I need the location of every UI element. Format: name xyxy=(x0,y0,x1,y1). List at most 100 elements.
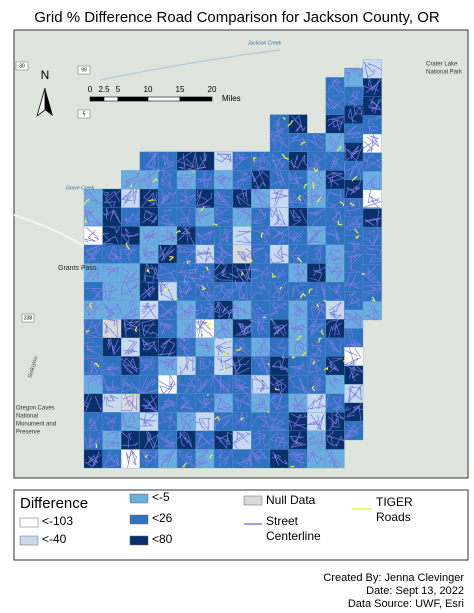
street-centerline xyxy=(121,412,141,431)
street-centerline xyxy=(232,171,252,190)
shield-label: 39 xyxy=(19,63,25,69)
tiger-road xyxy=(311,385,316,392)
street-centerline xyxy=(103,319,119,338)
street-centerline xyxy=(103,190,121,208)
street-centerline xyxy=(347,384,363,403)
tiger-road xyxy=(267,410,269,414)
legend-swatch xyxy=(19,517,39,528)
grid-cell xyxy=(344,105,364,124)
street-centerline xyxy=(195,418,212,431)
grid-cell xyxy=(344,216,364,236)
street-centerline xyxy=(122,172,140,188)
street-centerline xyxy=(143,262,159,282)
street-centerline xyxy=(289,209,307,226)
tiger-road xyxy=(213,223,218,226)
grid-cell xyxy=(251,412,271,431)
tiger-road xyxy=(95,443,98,449)
credit-text: Date: Sept 13, 2022 xyxy=(366,585,464,597)
street-centerline xyxy=(144,151,159,172)
tiger-road xyxy=(339,201,345,207)
street-centerline xyxy=(196,338,212,353)
street-centerline xyxy=(307,431,327,449)
street-centerline xyxy=(271,451,288,466)
street-centerline xyxy=(196,170,212,188)
grid-cell xyxy=(362,59,382,79)
scale-label: 2.5 xyxy=(98,85,110,94)
street-centerline xyxy=(327,151,343,171)
street-centerline xyxy=(309,283,326,299)
street-centerline xyxy=(344,161,364,180)
tiger-road xyxy=(371,296,376,302)
street-centerline xyxy=(325,449,341,468)
highway-shield xyxy=(77,109,91,119)
street-centerline xyxy=(270,170,287,188)
tiger-road xyxy=(144,454,148,458)
credit-text: Created By: Jenna Clevinger xyxy=(323,572,464,584)
tiger-road xyxy=(355,234,361,240)
street-centerline xyxy=(235,188,251,207)
street-centerline xyxy=(252,357,270,375)
legend-swatch xyxy=(129,514,149,525)
tiger-road xyxy=(186,260,191,265)
street-centerline xyxy=(307,208,326,227)
street-centerline xyxy=(363,189,382,209)
legend-label: Centerline xyxy=(266,529,321,543)
legend: Difference <-103 <-40 <-5 <26 <80 Null Data Str… xyxy=(19,490,413,546)
street-centerline xyxy=(308,170,326,189)
tiger-road xyxy=(324,366,329,371)
tiger-road xyxy=(94,362,100,368)
street-centerline xyxy=(85,287,103,301)
street-centerline xyxy=(345,253,363,273)
street-centerline xyxy=(364,175,380,191)
grid-cell xyxy=(83,226,103,245)
street-centerline xyxy=(120,188,138,206)
tiger-road xyxy=(361,272,365,275)
street-centerline xyxy=(364,209,382,227)
street-centerline xyxy=(307,376,325,394)
legend-label: Street xyxy=(266,514,299,528)
tiger-road xyxy=(312,181,315,189)
grid-cell xyxy=(325,133,345,152)
street-centerline xyxy=(271,227,289,245)
street-centerline xyxy=(214,375,231,394)
tiger-road xyxy=(296,257,303,263)
street-centerline xyxy=(325,172,346,188)
grid-cell xyxy=(288,281,308,301)
tiger-road xyxy=(351,176,358,182)
street-centerline xyxy=(194,432,215,449)
street-centerline xyxy=(289,245,307,264)
street-centerline xyxy=(102,431,121,448)
street-centerline xyxy=(235,322,252,337)
street-centerline xyxy=(346,365,364,382)
street-centerline xyxy=(344,238,362,254)
grid-cell xyxy=(214,263,233,283)
legend-label: Roads xyxy=(376,510,411,524)
place-label: National Park xyxy=(426,70,463,76)
street-centerline xyxy=(213,208,233,226)
street-centerline xyxy=(233,431,251,450)
tiger-road xyxy=(342,355,349,362)
tiger-road xyxy=(224,350,229,356)
street-centerline xyxy=(326,248,343,263)
street-centerline xyxy=(231,337,251,356)
scale-segment xyxy=(117,96,149,102)
street-centerline xyxy=(121,300,140,319)
tiger-road xyxy=(134,326,138,333)
street-centerline xyxy=(144,431,159,450)
grid-cell xyxy=(195,244,215,264)
street-centerline xyxy=(325,319,342,338)
street-centerline xyxy=(344,310,363,328)
street-centerline xyxy=(177,375,197,393)
street-centerline xyxy=(234,230,252,244)
street-centerline xyxy=(104,415,118,431)
street-centerline xyxy=(195,152,207,171)
street-centerline xyxy=(176,245,197,257)
street-centerline xyxy=(159,432,177,449)
street-centerline xyxy=(327,411,345,431)
street-centerline xyxy=(326,338,344,354)
street-centerline xyxy=(158,304,177,320)
street-centerline xyxy=(271,282,289,302)
street-centerline xyxy=(195,302,214,319)
street-centerline xyxy=(141,338,158,352)
street-centerline xyxy=(289,301,307,318)
